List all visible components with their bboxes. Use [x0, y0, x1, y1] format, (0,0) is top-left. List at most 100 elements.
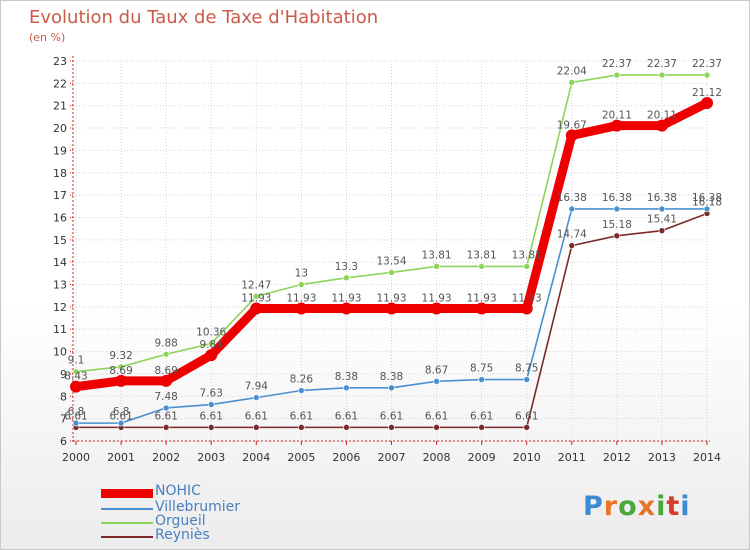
data-point-villebrumier: [252, 394, 260, 401]
y-tick-label: 18: [53, 167, 67, 180]
data-label-orgueil: 13.54: [376, 255, 406, 267]
data-label-orgueil: 22.37: [602, 58, 632, 70]
data-label-nohic: 11.93: [241, 292, 271, 304]
x-tick-label: 2013: [648, 451, 676, 464]
data-point-orgueil: [703, 71, 711, 79]
data-point-villebrumier: [388, 384, 395, 392]
data-label-nohic: 8.43: [64, 371, 87, 383]
data-label-nohic: 11.93: [286, 292, 316, 304]
x-tick-label: 2000: [62, 451, 90, 464]
data-point-nohic: [520, 302, 533, 315]
data-point-reynis: [523, 424, 531, 431]
data-point-reynis: [613, 232, 621, 240]
data-label-orgueil: 13.81: [422, 249, 452, 261]
y-tick-label: 7: [60, 413, 67, 426]
data-label-villebrumier: 16.38: [557, 192, 587, 204]
data-point-orgueil: [613, 71, 621, 79]
proxiti-logo: Proxiti: [583, 491, 691, 522]
data-point-nohic: [205, 349, 218, 362]
logo-letter: x: [637, 491, 657, 522]
data-point-nohic: [655, 119, 668, 132]
legend-label-reynis: Reyniès: [155, 527, 210, 543]
series-layer: [70, 71, 713, 431]
data-label-nohic: 19.67: [557, 119, 587, 131]
data-point-reynis: [298, 424, 305, 431]
data-point-reynis: [207, 424, 215, 431]
data-label-reynis: 14.74: [557, 229, 587, 241]
data-label-villebrumier: 6.8: [68, 406, 85, 418]
data-label-reynis: 15.18: [602, 219, 632, 231]
data-point-orgueil: [658, 71, 666, 79]
x-tick-label: 2007: [378, 451, 406, 464]
data-label-nohic: 8.69: [154, 365, 177, 377]
legend-swatch-villebrumier: [101, 508, 153, 510]
y-tick-label: 16: [53, 211, 67, 224]
legend-swatch-nohic: [101, 489, 153, 498]
data-point-nohic: [340, 302, 353, 315]
y-tick-label: 11: [53, 323, 67, 336]
data-point-nohic: [610, 119, 623, 132]
data-point-villebrumier: [117, 419, 125, 427]
data-label-orgueil: 13: [295, 268, 308, 280]
chart-unit: (en %): [29, 31, 66, 44]
y-tick-label: 8: [60, 390, 67, 403]
data-label-reynis: 6.61: [515, 410, 538, 422]
data-point-nohic: [70, 380, 82, 393]
x-tick-label: 2009: [468, 451, 496, 464]
data-point-reynis: [658, 227, 666, 234]
data-point-orgueil: [207, 340, 215, 347]
data-point-villebrumier: [703, 205, 711, 213]
data-label-reynis: 16.18: [692, 196, 722, 208]
logo-letter: o: [618, 491, 638, 522]
data-point-reynis: [478, 424, 485, 431]
data-label-orgueil: 9.32: [109, 350, 132, 362]
data-label-orgueil: 13.81: [512, 249, 542, 261]
data-point-nohic: [430, 302, 443, 315]
data-label-reynis: 6.61: [470, 410, 493, 422]
x-tick-label: 2014: [693, 451, 721, 464]
data-point-villebrumier: [298, 387, 305, 394]
data-point-nohic: [115, 374, 128, 387]
x-tick-label: 2010: [513, 451, 541, 464]
data-point-reynis: [388, 424, 395, 431]
logo-letter: i: [656, 491, 667, 522]
y-tick-label: 19: [53, 144, 67, 157]
data-label-orgueil: 9.1: [68, 355, 85, 367]
data-point-villebrumier: [162, 404, 170, 412]
logo-letter: t: [666, 491, 681, 522]
x-tick-label: 2008: [423, 451, 451, 464]
data-label-villebrumier: 16.38: [602, 192, 632, 204]
y-tick-label: 6: [60, 435, 67, 448]
grid: [75, 60, 708, 442]
data-label-villebrumier: 7.63: [200, 388, 223, 400]
data-point-orgueil: [252, 293, 260, 300]
data-label-nohic: 9.84: [200, 339, 224, 351]
data-label-orgueil: 9.88: [154, 337, 177, 349]
data-label-reynis: 6.61: [64, 410, 87, 422]
data-point-orgueil: [523, 263, 531, 270]
y-tick-label: 14: [53, 256, 67, 269]
data-label-villebrumier: 16.38: [647, 192, 677, 204]
data-label-orgueil: 22.04: [557, 65, 587, 77]
data-label-villebrumier: 8.67: [425, 364, 448, 376]
data-label-reynis: 6.61: [109, 410, 132, 422]
data-label-reynis: 6.61: [245, 410, 268, 422]
data-labels: 6.61 6.61 6.61 6.61 6.61 6.61 6.61 6.61 6.61 6.61…: [64, 58, 722, 422]
data-label-reynis: 15.41: [647, 214, 677, 226]
x-tick-label: 2012: [603, 451, 631, 464]
x-tick-label: 2002: [152, 451, 180, 464]
data-point-reynis: [433, 424, 440, 431]
x-tick-label: 2003: [197, 451, 225, 464]
data-point-villebrumier: [613, 205, 621, 213]
data-label-nohic: 21.12: [692, 87, 722, 99]
data-point-reynis: [162, 424, 170, 431]
y-tick-label: 15: [53, 234, 67, 247]
data-point-villebrumier: [658, 205, 666, 213]
data-label-nohic: 11.93: [512, 292, 542, 304]
legend-label-nohic: NOHIC: [155, 483, 201, 499]
data-label-nohic: 11.93: [422, 292, 452, 304]
data-point-villebrumier: [433, 378, 440, 385]
data-label-nohic: 20.11: [647, 110, 677, 122]
y-tick-label: 9: [60, 368, 67, 381]
